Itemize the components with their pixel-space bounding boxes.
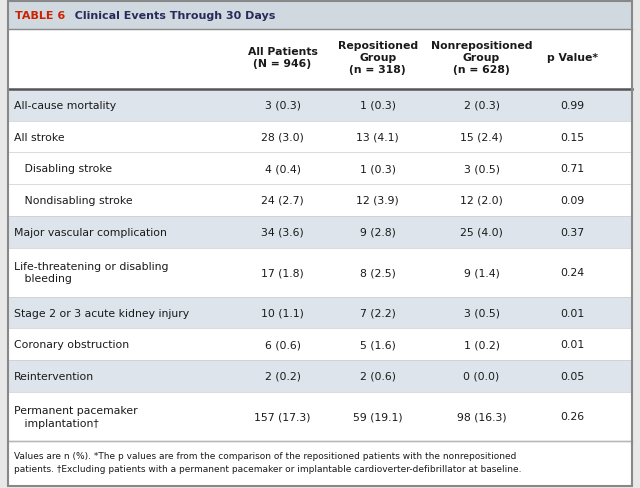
Text: 17 (1.8): 17 (1.8) [261, 267, 304, 278]
Text: 0.09: 0.09 [560, 196, 584, 205]
Bar [8, 297, 632, 329]
Bar [8, 122, 632, 153]
Text: 1 (0.3): 1 (0.3) [360, 101, 396, 111]
Bar [8, 2, 632, 30]
Text: Nonrepositioned
Group
(n = 628): Nonrepositioned Group (n = 628) [431, 41, 532, 75]
Text: 98 (16.3): 98 (16.3) [457, 411, 506, 422]
Text: 0.71: 0.71 [560, 164, 584, 174]
Text: 157 (17.3): 157 (17.3) [254, 411, 311, 422]
Bar [8, 30, 632, 90]
Text: 28 (3.0): 28 (3.0) [261, 132, 304, 142]
Text: 0.24: 0.24 [560, 267, 584, 278]
Text: 6 (0.6): 6 (0.6) [264, 340, 301, 349]
Text: 0.01: 0.01 [560, 308, 584, 318]
Text: Permanent pacemaker
   implantation†: Permanent pacemaker implantation† [14, 406, 138, 428]
Text: 15 (2.4): 15 (2.4) [460, 132, 503, 142]
Text: All Patients
(N = 946): All Patients (N = 946) [248, 47, 317, 69]
Text: Repositioned
Group
(n = 318): Repositioned Group (n = 318) [338, 41, 418, 75]
Text: Nondisabling stroke: Nondisabling stroke [14, 196, 132, 205]
Text: 0.05: 0.05 [560, 371, 584, 381]
Bar [8, 185, 632, 216]
Text: 10 (1.1): 10 (1.1) [261, 308, 304, 318]
Text: patients. †Excluding patients with a permanent pacemaker or implantable cardiove: patients. †Excluding patients with a per… [14, 464, 522, 473]
Text: 2 (0.6): 2 (0.6) [360, 371, 396, 381]
Text: 0.37: 0.37 [560, 227, 584, 237]
Text: 13 (4.1): 13 (4.1) [356, 132, 399, 142]
Bar [8, 90, 632, 122]
Text: All stroke: All stroke [14, 132, 65, 142]
Text: Coronary obstruction: Coronary obstruction [14, 340, 129, 349]
Text: 59 (19.1): 59 (19.1) [353, 411, 403, 422]
Text: All-cause mortality: All-cause mortality [14, 101, 116, 111]
Text: p Value*: p Value* [547, 53, 598, 63]
Text: 34 (3.6): 34 (3.6) [261, 227, 304, 237]
Bar [8, 329, 632, 361]
Text: 24 (2.7): 24 (2.7) [261, 196, 304, 205]
Text: 12 (2.0): 12 (2.0) [460, 196, 503, 205]
Text: Reintervention: Reintervention [14, 371, 94, 381]
Text: 9 (2.8): 9 (2.8) [360, 227, 396, 237]
Text: Clinical Events Through 30 Days: Clinical Events Through 30 Days [67, 11, 275, 21]
Text: 3 (0.3): 3 (0.3) [264, 101, 301, 111]
Bar [8, 441, 632, 486]
Text: 12 (3.9): 12 (3.9) [356, 196, 399, 205]
Text: 1 (0.3): 1 (0.3) [360, 164, 396, 174]
Text: 5 (1.6): 5 (1.6) [360, 340, 396, 349]
Text: 7 (2.2): 7 (2.2) [360, 308, 396, 318]
Text: 9 (1.4): 9 (1.4) [463, 267, 500, 278]
Text: 4 (0.4): 4 (0.4) [264, 164, 301, 174]
Text: Values are n (%). *The p values are from the comparison of the repositioned pati: Values are n (%). *The p values are from… [14, 451, 516, 460]
Text: Major vascular complication: Major vascular complication [14, 227, 167, 237]
Text: 2 (0.2): 2 (0.2) [264, 371, 301, 381]
Bar [8, 361, 632, 392]
Bar [8, 392, 632, 441]
Text: 0.01: 0.01 [560, 340, 584, 349]
Bar [8, 153, 632, 185]
Text: 8 (2.5): 8 (2.5) [360, 267, 396, 278]
Bar [8, 216, 632, 248]
Text: Stage 2 or 3 acute kidney injury: Stage 2 or 3 acute kidney injury [14, 308, 189, 318]
Text: Disabling stroke: Disabling stroke [14, 164, 112, 174]
Text: 0 (0.0): 0 (0.0) [463, 371, 500, 381]
Text: Life-threatening or disabling
   bleeding: Life-threatening or disabling bleeding [14, 262, 168, 284]
Text: 25 (4.0): 25 (4.0) [460, 227, 503, 237]
Text: 2 (0.3): 2 (0.3) [463, 101, 500, 111]
Text: 3 (0.5): 3 (0.5) [463, 164, 500, 174]
Text: 1 (0.2): 1 (0.2) [463, 340, 500, 349]
Text: 0.99: 0.99 [560, 101, 584, 111]
Text: 0.15: 0.15 [560, 132, 584, 142]
Bar [8, 248, 632, 297]
Text: TABLE 6: TABLE 6 [15, 11, 65, 21]
Text: 0.26: 0.26 [560, 411, 584, 422]
Text: 3 (0.5): 3 (0.5) [463, 308, 500, 318]
